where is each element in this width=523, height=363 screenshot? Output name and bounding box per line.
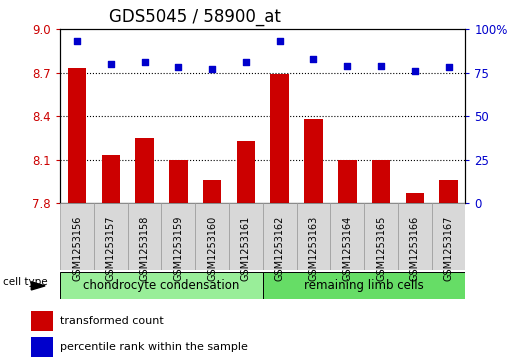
Text: GSM1253157: GSM1253157 (106, 215, 116, 281)
Point (343, 63, 351, 69)
Text: GSM1253158: GSM1253158 (140, 215, 150, 281)
Text: transformed count: transformed count (60, 316, 164, 326)
Point (445, 65, 453, 70)
Bar (229, 203, 263, 270)
Bar (101, 155, 120, 203)
Point (309, 56, 317, 62)
Bar (338, 160, 357, 203)
Bar (236, 141, 255, 203)
Bar (60, 272, 263, 299)
Bar (431, 203, 465, 270)
Text: GSM1253163: GSM1253163 (309, 215, 319, 281)
Text: GDS5045 / 58900_at: GDS5045 / 58900_at (109, 8, 281, 26)
Bar (439, 180, 458, 203)
Bar (30, 337, 53, 357)
Bar (203, 180, 221, 203)
Point (377, 63, 385, 69)
Text: GSM1253167: GSM1253167 (444, 215, 453, 281)
Text: remaining limb cells: remaining limb cells (304, 280, 424, 292)
Bar (195, 203, 229, 270)
Text: GSM1253156: GSM1253156 (72, 215, 82, 281)
Bar (128, 203, 162, 270)
Text: GSM1253161: GSM1253161 (241, 215, 251, 281)
Text: percentile rank within the sample: percentile rank within the sample (60, 342, 248, 352)
Point (174, 65, 183, 70)
Bar (398, 203, 431, 270)
Bar (270, 74, 289, 203)
Text: cell type: cell type (3, 277, 48, 287)
Bar (297, 203, 331, 270)
Bar (263, 272, 465, 299)
Text: GSM1253164: GSM1253164 (342, 215, 353, 281)
Text: GSM1253166: GSM1253166 (410, 215, 420, 281)
Text: GSM1253160: GSM1253160 (207, 215, 217, 281)
Text: GSM1253162: GSM1253162 (275, 215, 285, 281)
Point (208, 66, 217, 72)
Text: GSM1253159: GSM1253159 (173, 215, 184, 281)
Point (107, 61, 115, 67)
Bar (331, 203, 364, 270)
Bar (263, 203, 297, 270)
Bar (60, 203, 94, 270)
Point (411, 68, 419, 74)
Point (276, 38, 284, 44)
Text: chondrocyte condensation: chondrocyte condensation (83, 280, 240, 292)
Bar (169, 160, 188, 203)
Bar (30, 311, 53, 331)
Bar (135, 138, 154, 203)
Bar (364, 203, 398, 270)
Bar (162, 203, 195, 270)
Bar (304, 119, 323, 203)
Bar (94, 203, 128, 270)
Bar (68, 68, 86, 203)
Point (140, 59, 149, 65)
Polygon shape (31, 282, 45, 290)
Point (242, 59, 250, 65)
Text: GSM1253165: GSM1253165 (376, 215, 386, 281)
Point (73, 38, 81, 44)
Bar (372, 160, 390, 203)
Bar (405, 193, 424, 203)
